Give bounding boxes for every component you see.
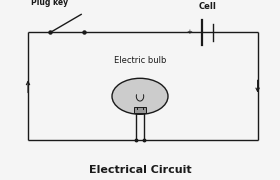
- Text: Plug key: Plug key: [31, 0, 68, 7]
- Text: Electric bulb: Electric bulb: [114, 56, 166, 65]
- Text: Cell: Cell: [198, 2, 216, 11]
- Bar: [134, 107, 146, 112]
- Text: −: −: [222, 28, 228, 37]
- Circle shape: [112, 78, 168, 114]
- Text: +: +: [186, 29, 192, 35]
- Text: Electrical Circuit: Electrical Circuit: [89, 165, 191, 175]
